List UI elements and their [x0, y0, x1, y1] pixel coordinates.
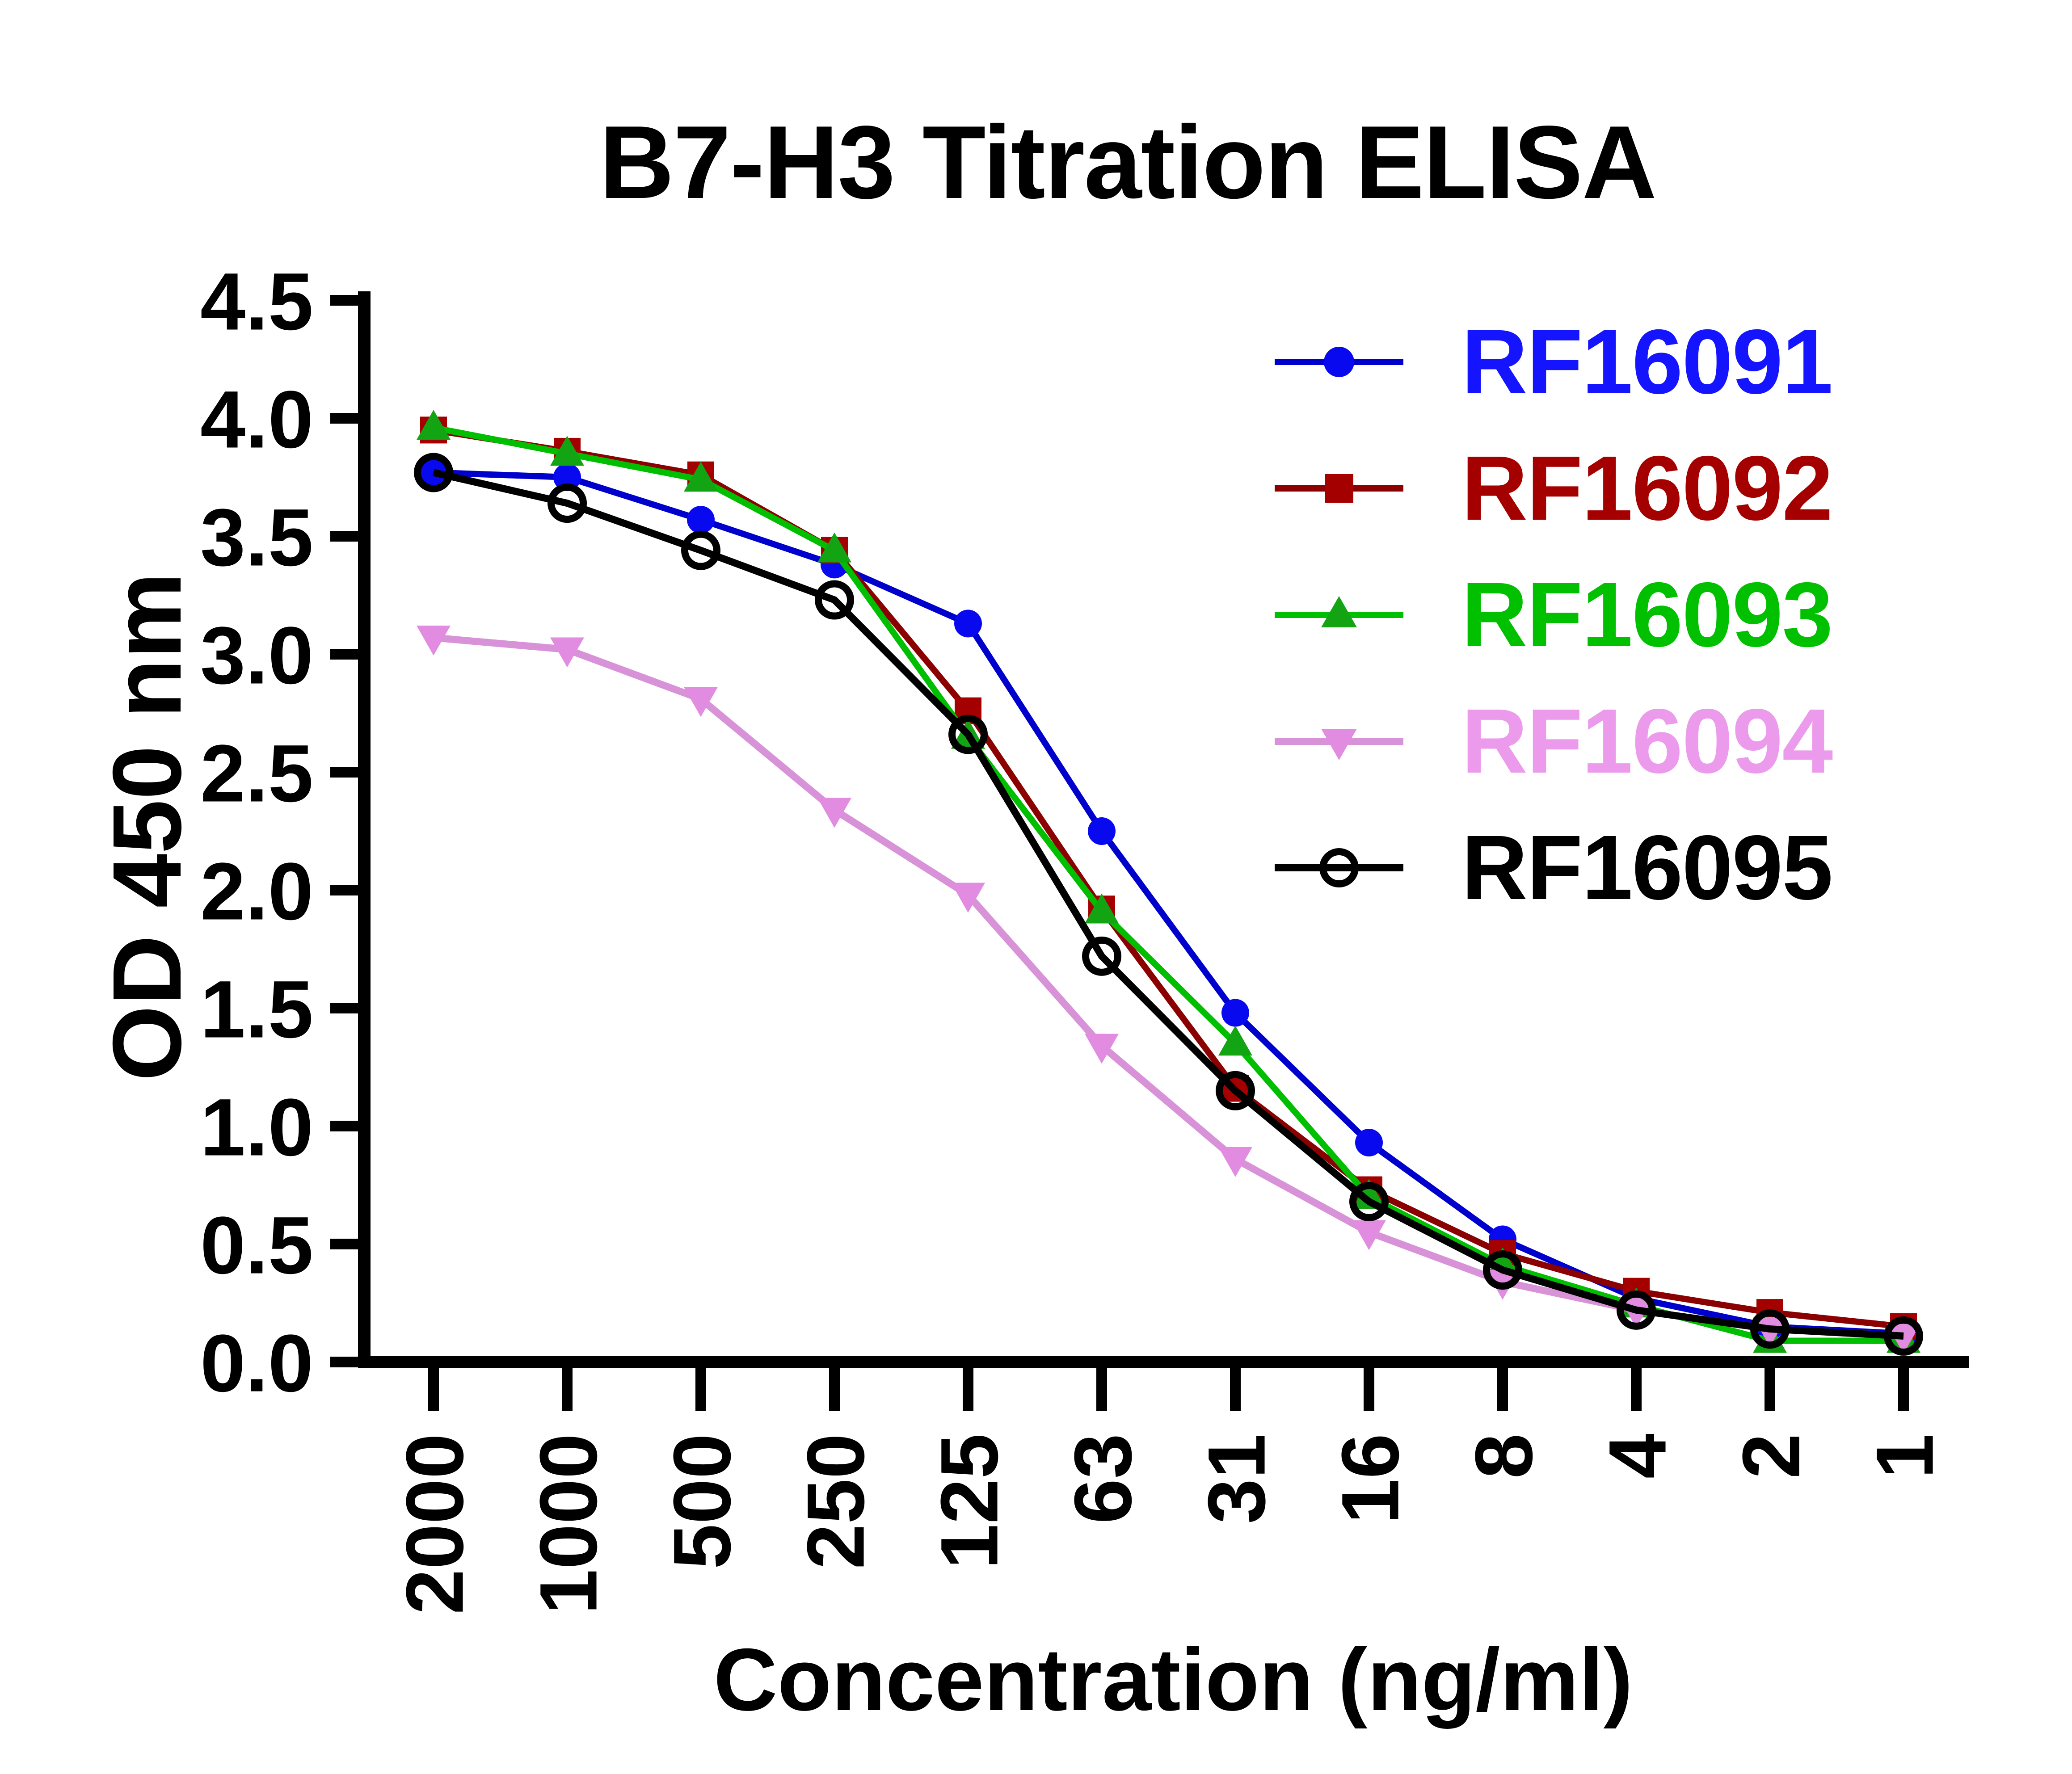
data-point-triangle-up [417, 410, 451, 440]
legend-label: RF16093 [1461, 563, 1833, 666]
legend-item: RF16091 [1274, 311, 1833, 413]
legend-marker-open-circle-icon [1275, 848, 1403, 887]
data-point-triangle-down [684, 687, 718, 717]
data-point-triangle-down [417, 626, 451, 656]
data-point-open-circle [1750, 1309, 1790, 1349]
x-tick-label: 1000 [523, 1433, 614, 1614]
legend-marker-triangle-down-icon [1275, 729, 1403, 760]
legend-marker-glyph [1321, 596, 1357, 627]
data-point-open-circle [681, 530, 720, 570]
data-point-circle [1221, 999, 1249, 1027]
data-point-triangle-down [951, 883, 985, 913]
data-point-triangle-down [817, 798, 851, 828]
legend-item: RF16092 [1274, 437, 1833, 539]
y-tick-label: 2.5 [200, 728, 313, 819]
series-line-RF16091 [433, 469, 1904, 1337]
data-point-open-circle [547, 483, 587, 523]
legend-marker-glyph [1319, 848, 1359, 887]
data-point-triangle-down [1085, 1034, 1119, 1064]
legend-item: RF16093 [1274, 563, 1833, 666]
data-point-triangle-up [1085, 893, 1119, 924]
data-point-triangle-down [550, 637, 584, 668]
y-tick-label: 4.0 [200, 374, 313, 465]
y-tick-label: 2.0 [200, 846, 313, 937]
data-point-open-circle [414, 453, 453, 492]
data-point-open-circle [1082, 936, 1121, 976]
data-point-open-circle [1483, 1250, 1522, 1290]
series-line-RF16095 [433, 469, 1904, 1340]
x-tick-label: 500 [657, 1433, 748, 1569]
legend-label: RF16094 [1461, 690, 1833, 792]
legend-marker-glyph [1325, 474, 1353, 503]
data-point-circle [1088, 817, 1116, 845]
x-tick-label: 1 [1859, 1433, 1950, 1479]
data-point-open-circle [1216, 1071, 1255, 1110]
y-tick-label: 1.5 [200, 964, 313, 1055]
data-point-triangle-up [817, 532, 851, 563]
x-tick-label: 2000 [389, 1433, 480, 1614]
x-tick-label: 2 [1726, 1433, 1817, 1479]
x-tick-label: 250 [790, 1433, 881, 1569]
y-tick-label: 3.0 [200, 610, 313, 701]
legend-marker-square-icon [1275, 474, 1403, 503]
y-tick-label: 3.5 [200, 492, 313, 583]
x-tick-label: 63 [1057, 1433, 1149, 1524]
legend-marker-circle-icon [1275, 347, 1403, 377]
data-point-circle [1355, 1128, 1383, 1156]
data-point-open-circle [948, 715, 988, 754]
legend-label: RF16095 [1461, 816, 1833, 919]
legend-marker-glyph [1321, 729, 1357, 760]
data-point-circle [553, 463, 581, 491]
data-point-open-circle [1349, 1181, 1389, 1221]
data-point-triangle-down [1218, 1147, 1252, 1177]
legend-item: RF16094 [1274, 690, 1833, 792]
data-point-triangle-up [1218, 1026, 1252, 1056]
data-point-open-circle [815, 580, 854, 620]
legend-marker-triangle-up-icon [1275, 596, 1403, 627]
chart-title: B7-H3 Titration ELISA [599, 105, 1657, 220]
x-tick-label: 16 [1325, 1433, 1416, 1524]
series-line-RF16092 [433, 427, 1904, 1330]
legend-item: RF16095 [1274, 816, 1833, 919]
x-tick-label: 31 [1191, 1433, 1282, 1524]
data-point-triangle-down [1887, 1324, 1920, 1354]
x-axis-label: Concentration (ng/ml) [713, 1630, 1633, 1729]
legend-label: RF16092 [1461, 437, 1833, 539]
data-point-circle [687, 506, 715, 534]
legend-label: RF16091 [1461, 311, 1833, 413]
y-tick-label: 1.0 [200, 1082, 313, 1173]
x-tick-label: 4 [1592, 1433, 1683, 1479]
legend-marker-glyph [1324, 347, 1354, 377]
data-point-circle [954, 610, 982, 638]
y-tick-label: 0.0 [200, 1318, 313, 1409]
data-point-triangle-up [550, 436, 584, 466]
data-point-triangle-down [1352, 1220, 1386, 1250]
data-point-triangle-up [684, 462, 718, 492]
data-point-open-circle [1617, 1290, 1656, 1330]
data-point-open-circle [1884, 1316, 1923, 1356]
y-tick-label: 4.5 [200, 256, 313, 347]
x-tick-label: 125 [924, 1433, 1015, 1569]
data-point-triangle-up [1352, 1179, 1386, 1209]
y-tick-label: 0.5 [200, 1200, 313, 1291]
x-tick-label: 8 [1458, 1433, 1550, 1479]
